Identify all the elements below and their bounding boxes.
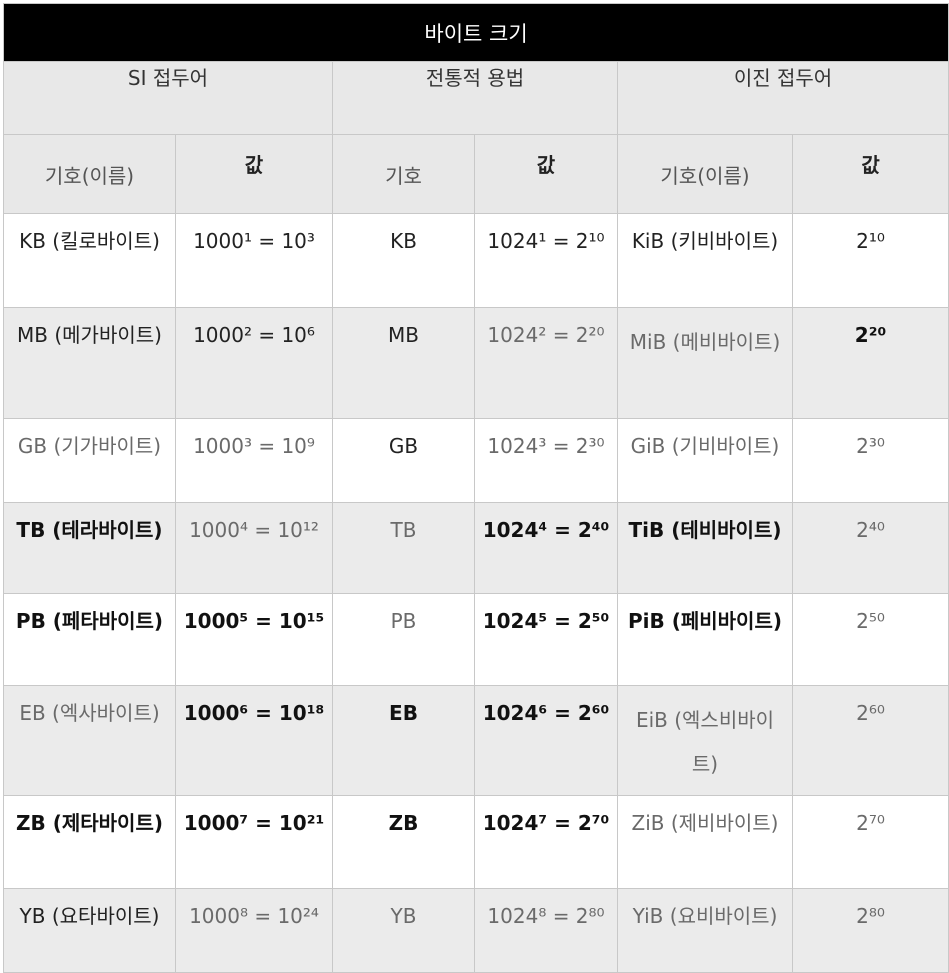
bin-symbol: TiB (테비바이트) [617,502,793,594]
bin-symbol: ZiB (제비바이트) [617,795,793,889]
si-value: 1000⁵ = 10¹⁵ [175,593,333,686]
bin-value: 2⁴⁰ [791,502,949,594]
group-header-row: SI 접두어 전통적 용법 이진 접두어 [3,61,949,135]
bin-value: 2⁵⁰ [791,593,949,686]
group-traditional: 전통적 용법 [332,61,618,135]
trad-value: 1024⁷ = 2⁷⁰ [474,795,618,889]
si-symbol: PB (페타바이트) [3,593,176,686]
bin-symbol: EiB (엑스비바이트) [617,685,793,796]
table-row: MB (메가바이트) 1000² = 10⁶ MB 1024² = 2²⁰ Mi… [3,307,949,419]
subheader-trad-value: 값 [474,134,618,214]
bin-value: 2⁶⁰ [791,685,949,796]
si-symbol: TB (테라바이트) [3,502,176,594]
trad-value: 1024² = 2²⁰ [474,307,618,419]
bin-value: 2⁸⁰ [791,888,949,973]
trad-symbol: EB [332,685,475,796]
trad-value: 1024⁴ = 2⁴⁰ [474,502,618,594]
si-value: 1000⁷ = 10²¹ [175,795,333,889]
si-value: 1000⁶ = 10¹⁸ [175,685,333,796]
group-si: SI 접두어 [3,61,333,135]
title-row: 바이트 크기 [2,3,949,62]
bin-value: 2¹⁰ [791,213,949,308]
trad-symbol: MB [332,307,475,419]
si-value: 1000⁴ = 10¹² [175,502,333,594]
table-row: GB (기가바이트) 1000³ = 10⁹ GB 1024³ = 2³⁰ Gi… [3,418,949,503]
trad-symbol: TB [332,502,475,594]
si-symbol: YB (요타바이트) [3,888,176,973]
trad-symbol: KB [332,213,475,308]
si-symbol: EB (엑사바이트) [3,685,176,796]
bin-symbol: YiB (요비바이트) [617,888,793,973]
trad-symbol: YB [332,888,475,973]
group-binary: 이진 접두어 [616,61,949,135]
si-value: 1000⁸ = 10²⁴ [175,888,333,973]
subheader-trad-symbol: 기호 [332,134,475,214]
bin-symbol: GiB (기비바이트) [617,418,793,503]
subheader-bin-value: 값 [791,134,949,214]
trad-symbol: GB [332,418,475,503]
trad-value: 1024⁶ = 2⁶⁰ [474,685,618,796]
sub-header-row: 기호(이름) 값 기호 값 기호(이름) 값 [3,134,949,214]
si-value: 1000² = 10⁶ [175,307,333,419]
si-symbol: GB (기가바이트) [3,418,176,503]
table-row: PB (페타바이트) 1000⁵ = 10¹⁵ PB 1024⁵ = 2⁵⁰ P… [3,593,949,686]
bin-value: 2⁷⁰ [791,795,949,889]
trad-value: 1024¹ = 2¹⁰ [474,213,618,308]
si-value: 1000¹ = 10³ [175,213,333,308]
subheader-si-symbol: 기호(이름) [3,134,176,214]
trad-symbol: PB [332,593,475,686]
si-symbol: KB (킬로바이트) [3,213,176,308]
trad-value: 1024⁸ = 2⁸⁰ [474,888,618,973]
byte-size-table: 바이트 크기 SI 접두어 전통적 용법 이진 접두어 기호(이름) 값 기호 … [2,3,949,973]
bin-symbol: KiB (키비바이트) [617,213,793,308]
bin-value: 2²⁰ [791,307,949,419]
trad-value: 1024³ = 2³⁰ [474,418,618,503]
trad-symbol: ZB [332,795,475,889]
bin-symbol: MiB (메비바이트) [617,307,793,419]
table-row: KB (킬로바이트) 1000¹ = 10³ KB 1024¹ = 2¹⁰ Ki… [3,213,949,308]
trad-value: 1024⁵ = 2⁵⁰ [474,593,618,686]
table-row: TB (테라바이트) 1000⁴ = 10¹² TB 1024⁴ = 2⁴⁰ T… [3,502,949,594]
si-symbol: ZB (제타바이트) [3,795,176,889]
bin-symbol: PiB (페비바이트) [617,593,793,686]
table-row: YB (요타바이트) 1000⁸ = 10²⁴ YB 1024⁸ = 2⁸⁰ Y… [3,888,949,973]
si-value: 1000³ = 10⁹ [175,418,333,503]
table-title: 바이트 크기 [2,3,949,62]
table-row: EB (엑사바이트) 1000⁶ = 10¹⁸ EB 1024⁶ = 2⁶⁰ E… [3,685,949,796]
bin-value: 2³⁰ [791,418,949,503]
subheader-si-value: 값 [175,134,333,214]
si-symbol: MB (메가바이트) [3,307,176,419]
subheader-bin-symbol: 기호(이름) [617,134,793,214]
table-row: ZB (제타바이트) 1000⁷ = 10²¹ ZB 1024⁷ = 2⁷⁰ Z… [3,795,949,889]
